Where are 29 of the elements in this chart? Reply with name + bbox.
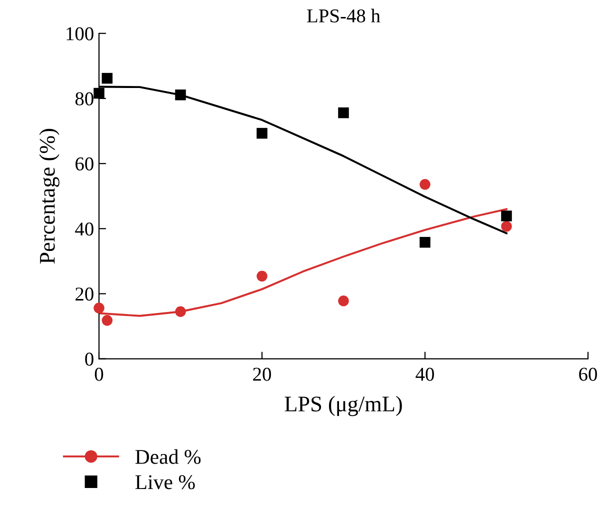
x-tick-label: 60	[579, 368, 597, 381]
point	[256, 270, 268, 282]
point	[102, 315, 113, 326]
y-axis-title: Percentage (%)	[39, 128, 60, 264]
y-tick-label: 40	[75, 222, 94, 236]
x-tick-label: 20	[253, 368, 271, 381]
y-tick-label: 80	[75, 92, 94, 106]
point	[501, 210, 512, 222]
point	[94, 88, 104, 99]
x-tick-label: 0	[94, 368, 104, 381]
point	[256, 128, 268, 139]
x-axis-title: LPS (μg/mL)	[284, 396, 402, 416]
y-tick-label: 0	[85, 352, 94, 366]
legend-label: Dead %	[135, 449, 201, 464]
point	[338, 296, 349, 306]
point	[420, 236, 430, 248]
x-tick-label: 40	[416, 368, 434, 381]
y-tick-label: 60	[76, 157, 94, 170]
point	[501, 220, 512, 232]
y-tick-label: 20	[76, 288, 94, 301]
point	[175, 90, 186, 100]
point	[420, 179, 430, 190]
point	[338, 107, 349, 118]
point	[102, 72, 113, 84]
point	[175, 306, 186, 318]
legend-label: Live %	[135, 475, 195, 490]
y-tick-label: 100	[66, 27, 94, 40]
chart-title: LPS-48 h	[307, 8, 380, 22]
point	[94, 302, 104, 314]
